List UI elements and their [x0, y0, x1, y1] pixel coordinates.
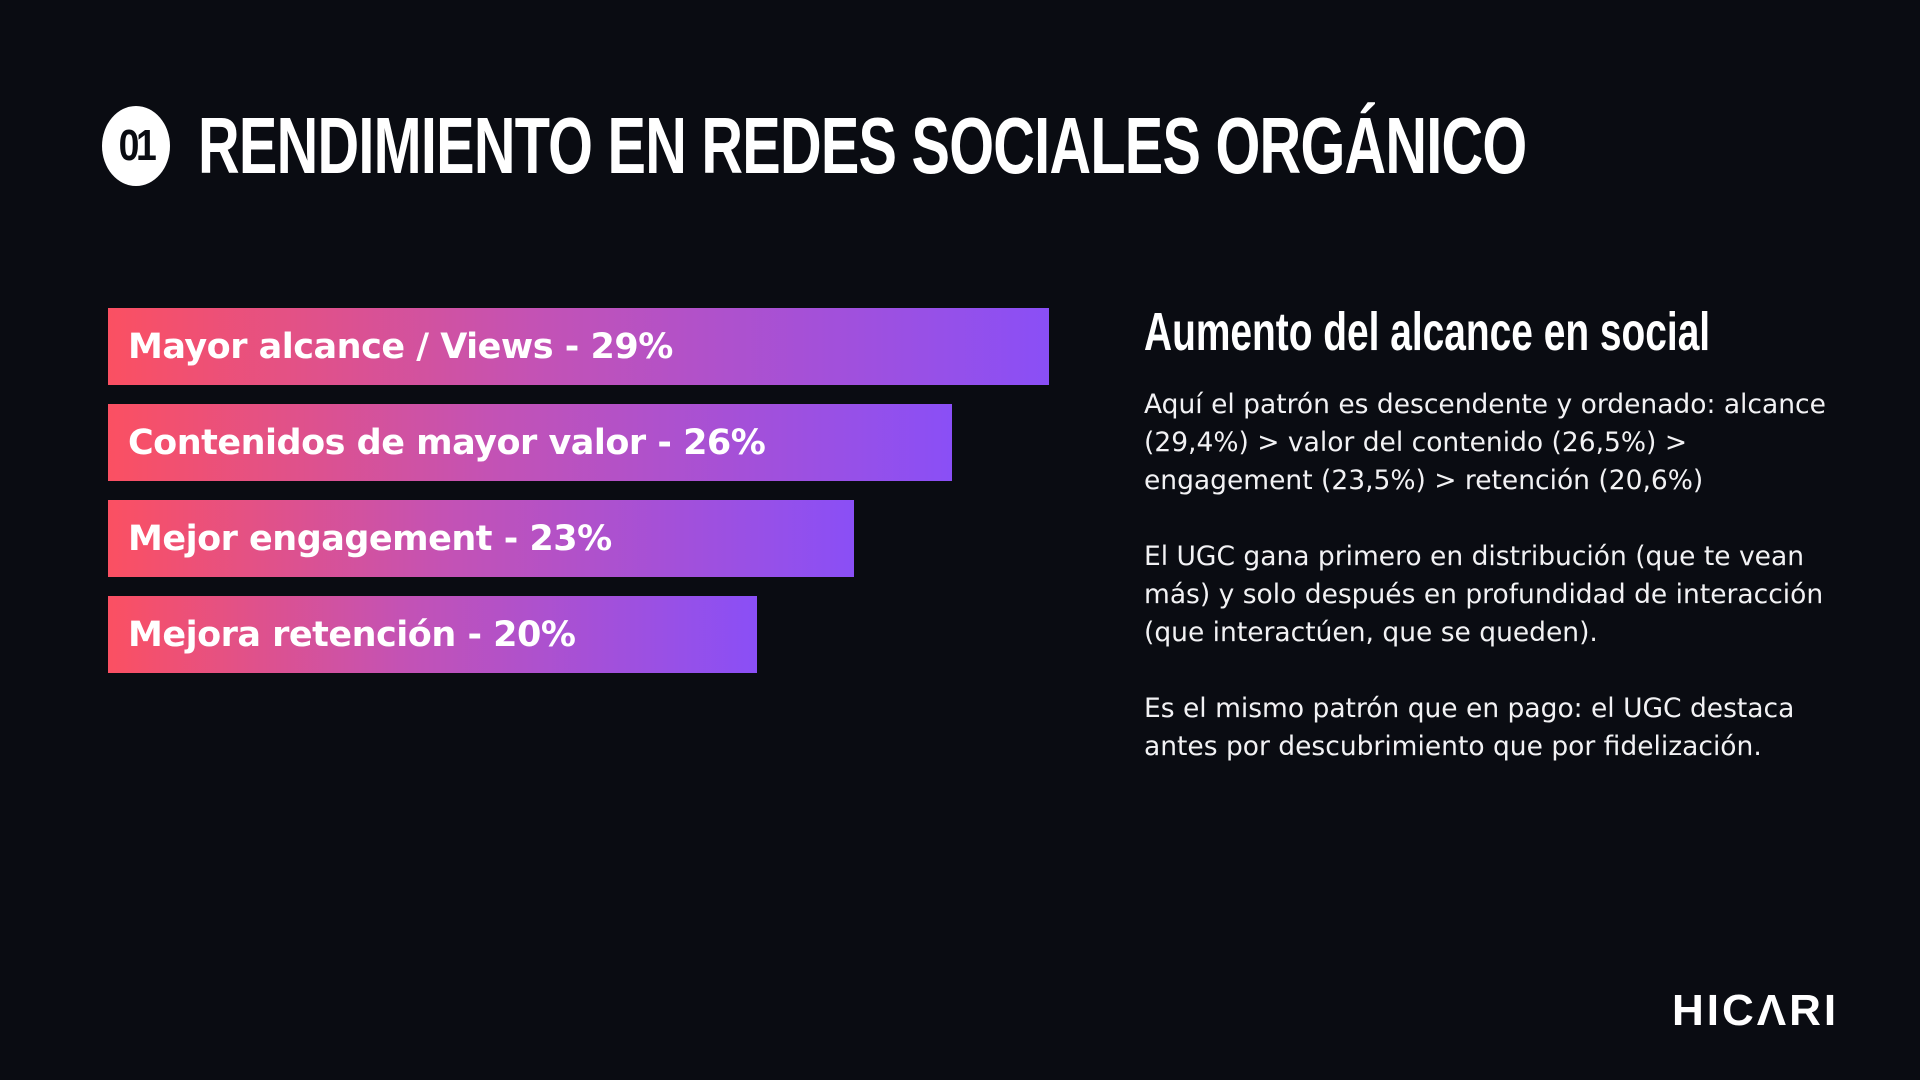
bar-label-1: Mayor alcance / Views - 29% — [128, 326, 673, 367]
bar-1: Mayor alcance / Views - 29% — [108, 308, 1049, 385]
insight-title: Aumento del alcance en social — [1144, 302, 1711, 362]
section-number-badge: 01 — [102, 106, 170, 186]
bar-label-4: Mejora retención - 20% — [128, 614, 576, 655]
bar-3: Mejor engagement - 23% — [108, 500, 854, 577]
insight-panel: Aumento del alcance en social Aquí el pa… — [1144, 300, 1844, 804]
insight-paragraph-3: Es el mismo patrón que en pago: el UGC d… — [1144, 693, 1795, 762]
page-title: RENDIMIENTO EN REDES SOCIALES ORGÁNICO — [198, 101, 1527, 190]
page-header: 01 RENDIMIENTO EN REDES SOCIALES ORGÁNIC… — [96, 104, 1920, 188]
bar-2: Contenidos de mayor valor - 26% — [108, 404, 952, 481]
bar-label-3: Mejor engagement - 23% — [128, 518, 612, 559]
hicari-logo: HICΛRI — [1672, 986, 1840, 1035]
bar-4: Mejora retención - 20% — [108, 596, 757, 673]
insight-paragraph-1: Aquí el patrón es descendente y ordenado… — [1144, 389, 1826, 496]
bar-label-2: Contenidos de mayor valor - 26% — [128, 422, 766, 463]
insight-paragraph-2: El UGC gana primero en distribución (que… — [1144, 541, 1824, 648]
bar-chart: Mayor alcance / Views - 29% Contenidos de… — [108, 308, 1068, 678]
